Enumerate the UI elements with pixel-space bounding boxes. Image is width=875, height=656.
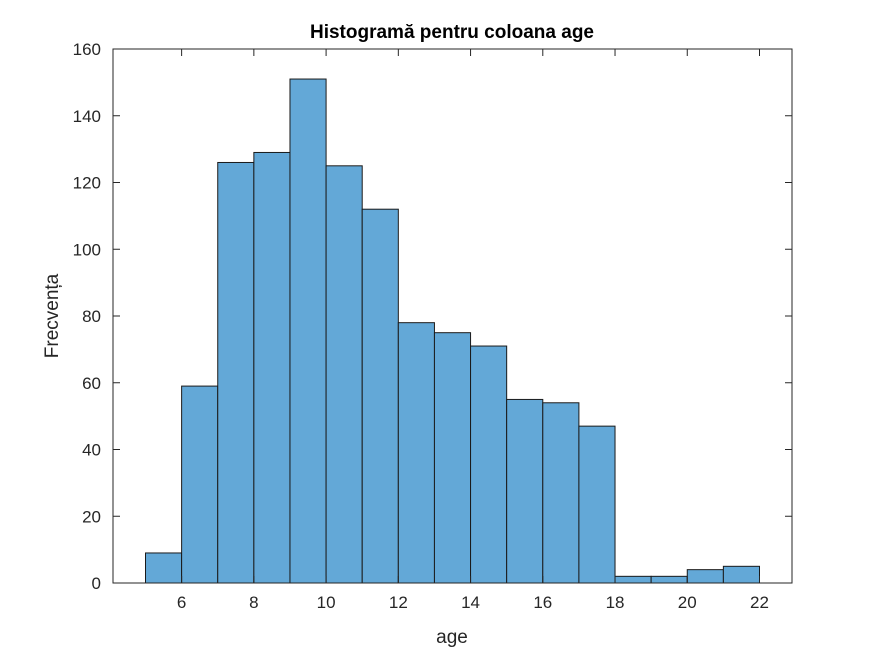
y-tick-label: 80 [82, 307, 101, 326]
x-tick-label: 12 [389, 593, 408, 612]
x-tick-label: 10 [317, 593, 336, 612]
y-tick-label: 120 [73, 174, 101, 193]
y-tick-label: 0 [92, 574, 101, 593]
histogram-bar [722, 565, 760, 584]
histogram-bar [542, 402, 580, 584]
x-tick-label: 18 [606, 593, 625, 612]
histogram-bar [397, 322, 435, 584]
x-tick-label: 6 [177, 593, 186, 612]
histogram-bar [506, 398, 544, 584]
y-tick-label: 160 [73, 40, 101, 59]
x-axis-label: age [436, 627, 468, 648]
y-axis-label: Frecvența [42, 273, 63, 358]
x-tick-label: 20 [678, 593, 697, 612]
y-tick-label: 60 [82, 374, 101, 393]
bars-group [145, 78, 760, 584]
x-ticks: 6 8 10 12 14 16 18 20 22 [177, 49, 769, 612]
y-tick-label: 100 [73, 240, 101, 259]
histogram-bar [686, 569, 724, 584]
y-ticks: 0 20 40 60 80 100 120 140 160 [73, 40, 792, 593]
x-tick-label: 22 [750, 593, 769, 612]
y-tick-label: 140 [73, 107, 101, 126]
x-tick-label: 16 [533, 593, 552, 612]
histogram-bar [325, 165, 363, 584]
histogram-bar [614, 575, 652, 584]
histogram-bar [470, 345, 508, 584]
y-tick-label: 20 [82, 507, 101, 526]
y-tick-label: 40 [82, 441, 101, 460]
histogram-bar [650, 575, 688, 584]
chart-title: Histogramă pentru coloana age [310, 22, 594, 43]
histogram-bar [289, 78, 327, 584]
histogram-bar [361, 208, 399, 584]
x-tick-label: 8 [249, 593, 258, 612]
x-tick-label: 14 [461, 593, 480, 612]
histogram-bar [253, 151, 291, 584]
histogram-bar [145, 552, 183, 584]
histogram-bar [578, 425, 616, 584]
histogram-bar [181, 385, 219, 584]
histogram-bar [217, 161, 255, 584]
histogram-bar [433, 332, 472, 584]
